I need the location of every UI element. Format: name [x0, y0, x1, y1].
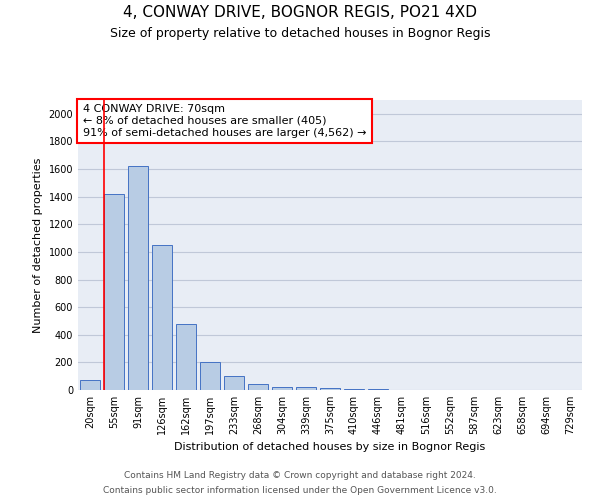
Text: 4, CONWAY DRIVE, BOGNOR REGIS, PO21 4XD: 4, CONWAY DRIVE, BOGNOR REGIS, PO21 4XD — [123, 5, 477, 20]
Text: Contains public sector information licensed under the Open Government Licence v3: Contains public sector information licen… — [103, 486, 497, 495]
Bar — [320, 388, 340, 390]
Bar — [296, 387, 316, 390]
Bar — [344, 388, 364, 390]
Bar — [272, 386, 292, 390]
Bar — [104, 194, 124, 390]
Bar — [200, 362, 220, 390]
Bar — [224, 376, 244, 390]
Bar — [128, 166, 148, 390]
Bar — [176, 324, 196, 390]
Text: Contains HM Land Registry data © Crown copyright and database right 2024.: Contains HM Land Registry data © Crown c… — [124, 471, 476, 480]
Bar — [152, 245, 172, 390]
Text: Size of property relative to detached houses in Bognor Regis: Size of property relative to detached ho… — [110, 28, 490, 40]
Bar — [80, 380, 100, 390]
Text: Distribution of detached houses by size in Bognor Regis: Distribution of detached houses by size … — [175, 442, 485, 452]
Text: 4 CONWAY DRIVE: 70sqm
← 8% of detached houses are smaller (405)
91% of semi-deta: 4 CONWAY DRIVE: 70sqm ← 8% of detached h… — [83, 104, 367, 138]
Bar — [248, 384, 268, 390]
Y-axis label: Number of detached properties: Number of detached properties — [33, 158, 43, 332]
